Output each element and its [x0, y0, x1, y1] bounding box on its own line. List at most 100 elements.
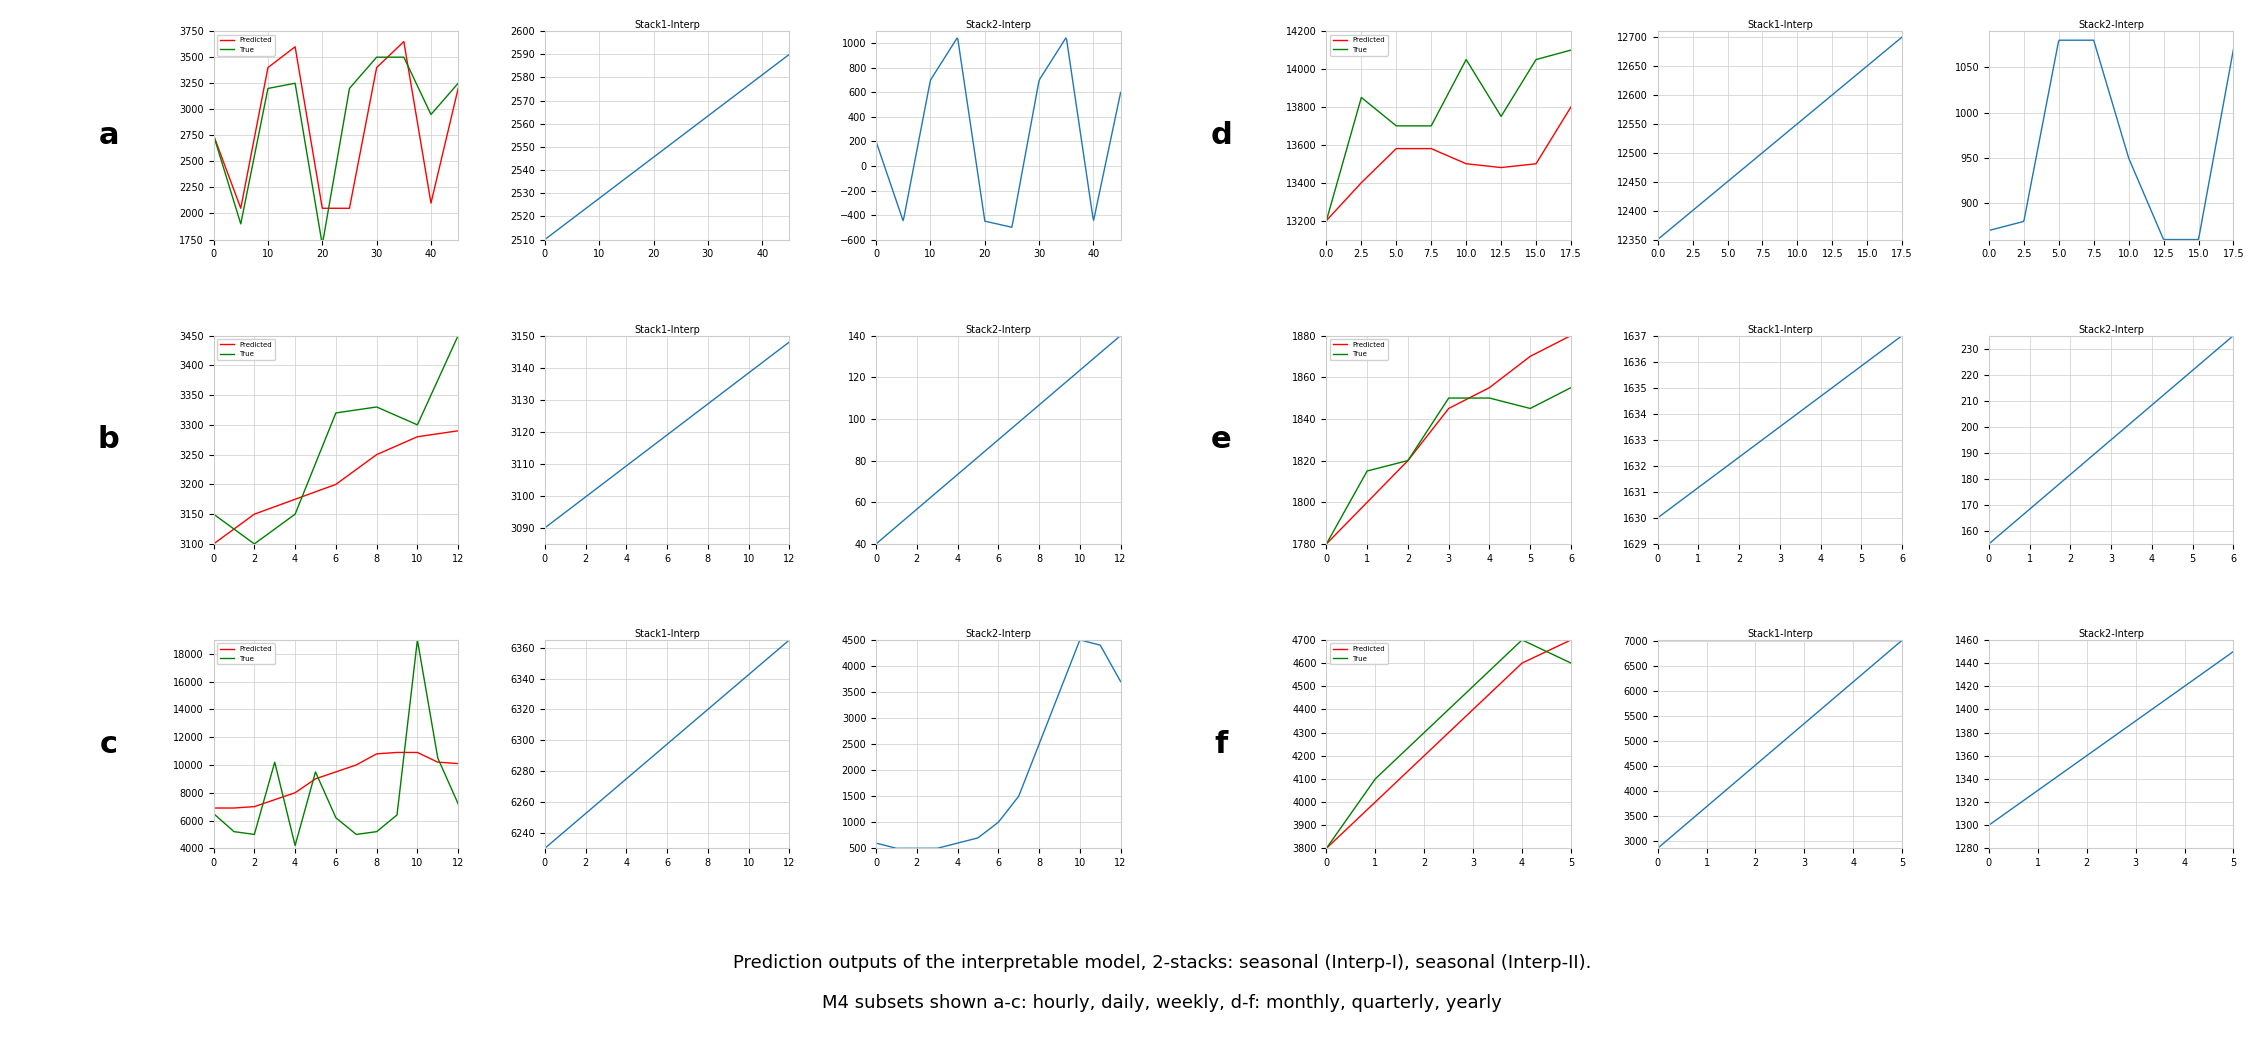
Predicted — [424, 756, 451, 768]
True — [1410, 727, 1437, 739]
Predicted — [1557, 633, 1584, 646]
Line: True: True — [214, 57, 458, 245]
True — [424, 752, 451, 764]
Line: Predicted: Predicted — [1327, 107, 1570, 221]
True — [363, 51, 390, 63]
True — [309, 239, 336, 251]
True — [1417, 119, 1444, 132]
Text: b: b — [97, 426, 120, 455]
Title: Stack2-Interp: Stack2-Interp — [2078, 325, 2143, 334]
True — [1363, 772, 1390, 785]
Predicted — [404, 746, 431, 759]
True — [282, 77, 309, 89]
True — [1487, 110, 1514, 122]
Predicted — [390, 35, 417, 48]
Line: True: True — [214, 639, 458, 846]
Title: Stack1-Interp: Stack1-Interp — [634, 629, 699, 639]
Legend: Predicted, True: Predicted, True — [217, 644, 275, 664]
Predicted — [384, 746, 411, 759]
Predicted — [302, 772, 329, 785]
True — [1509, 633, 1536, 646]
True — [1453, 53, 1480, 65]
Text: Prediction outputs of the interpretable model, 2-stacks: seasonal (Interp-I), se: Prediction outputs of the interpretable … — [733, 954, 1590, 972]
Predicted — [1313, 842, 1340, 854]
True — [404, 633, 431, 646]
Line: Predicted: Predicted — [214, 42, 458, 209]
Predicted — [323, 766, 350, 778]
Predicted — [1453, 158, 1480, 170]
Title: Stack2-Interp: Stack2-Interp — [2078, 21, 2143, 30]
Predicted — [343, 759, 370, 771]
True — [201, 508, 228, 520]
Predicted — [1410, 749, 1437, 762]
Predicted — [1417, 142, 1444, 155]
Predicted — [282, 40, 309, 53]
Title: Stack1-Interp: Stack1-Interp — [634, 325, 699, 334]
Line: True: True — [1327, 639, 1570, 848]
Predicted — [1487, 161, 1514, 173]
Predicted — [241, 800, 268, 813]
True — [1383, 119, 1410, 132]
True — [262, 756, 289, 768]
Line: Predicted: Predicted — [1327, 335, 1570, 544]
Text: f: f — [1214, 730, 1227, 759]
True — [241, 538, 268, 550]
Legend: Predicted, True: Predicted, True — [1329, 644, 1387, 664]
Predicted — [1383, 142, 1410, 155]
True — [444, 329, 472, 342]
Legend: Predicted, True: Predicted, True — [217, 339, 275, 360]
True — [1435, 391, 1462, 404]
Legend: Predicted, True: Predicted, True — [1329, 34, 1387, 56]
True — [1313, 215, 1340, 227]
Predicted — [282, 787, 309, 799]
Title: Stack2-Interp: Stack2-Interp — [966, 21, 1031, 30]
Predicted — [221, 801, 248, 814]
True — [390, 51, 417, 63]
Predicted — [1516, 350, 1543, 362]
True — [417, 108, 444, 120]
Predicted — [1347, 176, 1374, 189]
Predicted — [1460, 703, 1487, 715]
Title: Stack1-Interp: Stack1-Interp — [1746, 325, 1814, 334]
Title: Stack2-Interp: Stack2-Interp — [966, 629, 1031, 639]
True — [201, 808, 228, 820]
True — [1394, 455, 1421, 467]
Text: M4 subsets shown a-c: hourly, daily, weekly, d-f: monthly, quarterly, yearly: M4 subsets shown a-c: hourly, daily, wee… — [821, 993, 1502, 1012]
True — [444, 797, 472, 810]
Line: True: True — [214, 335, 458, 544]
True — [221, 825, 248, 838]
Title: Stack1-Interp: Stack1-Interp — [1746, 629, 1814, 639]
True — [363, 825, 390, 838]
True — [404, 418, 431, 431]
True — [323, 407, 350, 419]
True — [241, 828, 268, 841]
Predicted — [282, 493, 309, 506]
Predicted — [241, 508, 268, 520]
Predicted — [201, 129, 228, 141]
Predicted — [1394, 455, 1421, 467]
True — [363, 401, 390, 413]
Line: Predicted: Predicted — [1327, 639, 1570, 848]
Predicted — [404, 431, 431, 443]
Predicted — [309, 202, 336, 215]
True — [343, 828, 370, 841]
Predicted — [1354, 496, 1381, 509]
Line: Predicted: Predicted — [214, 431, 458, 544]
Predicted — [1557, 101, 1584, 113]
True — [255, 82, 282, 94]
Predicted — [444, 758, 472, 770]
Line: Predicted: Predicted — [214, 753, 458, 808]
Predicted — [417, 197, 444, 210]
Text: d: d — [1211, 120, 1232, 149]
True — [1313, 842, 1340, 854]
Predicted — [363, 747, 390, 760]
Predicted — [1557, 329, 1584, 342]
Predicted — [1435, 403, 1462, 415]
True — [444, 77, 472, 89]
True — [201, 129, 228, 141]
Predicted — [1363, 796, 1390, 809]
True — [282, 508, 309, 520]
Line: True: True — [1327, 50, 1570, 221]
True — [1557, 657, 1584, 670]
Predicted — [1475, 381, 1502, 393]
